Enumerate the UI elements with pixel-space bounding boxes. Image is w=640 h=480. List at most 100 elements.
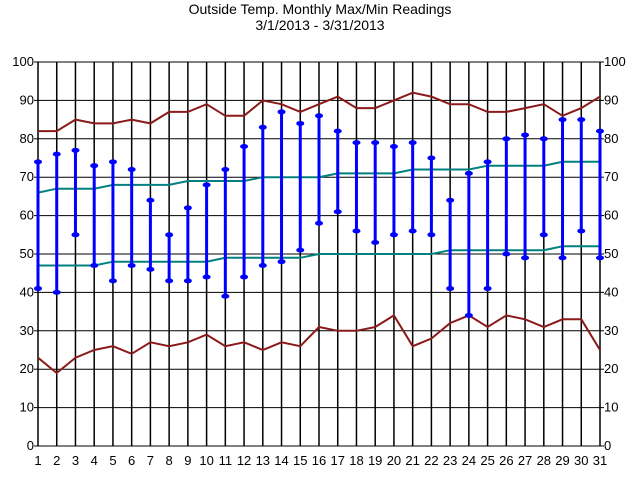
daily-min-point bbox=[558, 255, 567, 261]
x-tick-label: 2 bbox=[53, 453, 60, 468]
daily-max-point bbox=[408, 140, 417, 146]
y-tick-label-left: 10 bbox=[20, 400, 34, 415]
x-tick-label: 12 bbox=[237, 453, 251, 468]
daily-min-point bbox=[240, 274, 249, 280]
x-tick-label: 28 bbox=[537, 453, 551, 468]
daily-max-point bbox=[427, 155, 436, 161]
daily-max-point bbox=[221, 167, 230, 173]
daily-min-point bbox=[521, 255, 530, 261]
daily-max-point bbox=[389, 143, 398, 149]
x-tick-label: 10 bbox=[199, 453, 213, 468]
daily-max-point bbox=[577, 117, 586, 123]
y-tick-label-left: 30 bbox=[20, 323, 34, 338]
daily-min-point bbox=[427, 232, 436, 238]
daily-max-point bbox=[446, 197, 455, 203]
daily-max-point bbox=[315, 113, 323, 119]
daily-max-point bbox=[127, 167, 136, 173]
x-tick-label: 17 bbox=[330, 453, 344, 468]
daily-min-point bbox=[183, 278, 192, 284]
x-tick-label: 18 bbox=[349, 453, 363, 468]
x-tick-label: 22 bbox=[424, 453, 438, 468]
x-tick-label: 1 bbox=[34, 453, 41, 468]
y-tick-label-left: 20 bbox=[20, 361, 34, 376]
daily-min-point bbox=[34, 286, 42, 292]
daily-min-point bbox=[296, 247, 305, 253]
daily-max-point bbox=[333, 128, 342, 134]
daily-max-point bbox=[352, 140, 361, 146]
daily-min-point bbox=[389, 232, 398, 238]
daily-max-point bbox=[483, 159, 492, 165]
daily-max-point bbox=[34, 159, 42, 165]
daily-min-point bbox=[258, 263, 267, 269]
x-tick-label: 4 bbox=[91, 453, 98, 468]
daily-max-point bbox=[296, 120, 305, 126]
daily-min-point bbox=[596, 255, 604, 261]
daily-max-point bbox=[464, 170, 473, 176]
daily-min-point bbox=[333, 209, 342, 215]
y-tick-label-left: 50 bbox=[20, 246, 34, 261]
daily-min-point bbox=[146, 266, 155, 272]
daily-max-point bbox=[146, 197, 155, 203]
daily-min-point bbox=[90, 263, 99, 269]
daily-min-point bbox=[352, 228, 361, 234]
x-tick-label: 11 bbox=[219, 453, 233, 468]
x-tick-label: 19 bbox=[368, 453, 382, 468]
y-tick-label-left: 100 bbox=[12, 54, 34, 69]
daily-min-point bbox=[539, 232, 548, 238]
x-tick-label: 30 bbox=[574, 453, 588, 468]
daily-max-point bbox=[521, 132, 530, 138]
daily-max-point bbox=[52, 151, 61, 157]
daily-max-point bbox=[596, 128, 604, 134]
y-tick-label-right: 10 bbox=[604, 400, 618, 415]
x-tick-label: 8 bbox=[166, 453, 173, 468]
y-tick-label-left: 0 bbox=[27, 438, 34, 453]
daily-max-point bbox=[165, 232, 174, 238]
y-tick-label-right: 100 bbox=[604, 54, 626, 69]
x-tick-label: 31 bbox=[593, 453, 607, 468]
daily-max-point bbox=[108, 159, 117, 165]
x-tick-label: 23 bbox=[443, 453, 457, 468]
y-tick-label-right: 80 bbox=[604, 131, 618, 146]
daily-max-point bbox=[371, 140, 380, 146]
daily-min-point bbox=[446, 286, 455, 292]
daily-min-point bbox=[165, 278, 174, 284]
daily-min-point bbox=[52, 289, 61, 295]
daily-min-point bbox=[315, 220, 323, 226]
x-tick-label: 15 bbox=[293, 453, 307, 468]
daily-max-point bbox=[71, 147, 80, 153]
daily-max-point bbox=[183, 205, 192, 211]
x-tick-label: 27 bbox=[518, 453, 532, 468]
daily-min-point bbox=[71, 232, 80, 238]
daily-min-point bbox=[108, 278, 117, 284]
daily-min-point bbox=[127, 263, 136, 269]
y-tick-label-left: 80 bbox=[20, 131, 34, 146]
daily-max-point bbox=[90, 163, 99, 169]
daily-min-point bbox=[483, 286, 492, 292]
x-tick-label: 9 bbox=[184, 453, 191, 468]
y-tick-label-right: 30 bbox=[604, 323, 618, 338]
daily-min-point bbox=[408, 228, 417, 234]
y-tick-label-right: 60 bbox=[604, 208, 618, 223]
x-tick-label: 20 bbox=[387, 453, 401, 468]
y-tick-label-right: 70 bbox=[604, 169, 618, 184]
y-tick-label-left: 60 bbox=[20, 208, 34, 223]
chart-title: Outside Temp. Monthly Max/Min Readings bbox=[188, 1, 452, 17]
daily-max-point bbox=[202, 182, 211, 188]
x-tick-label: 29 bbox=[555, 453, 569, 468]
y-tick-label-left: 40 bbox=[20, 284, 34, 299]
series-line-record-high bbox=[38, 91, 601, 133]
x-tick-label: 13 bbox=[256, 453, 270, 468]
x-tick-label: 25 bbox=[480, 453, 494, 468]
daily-min-point bbox=[221, 293, 230, 299]
y-tick-label-right: 90 bbox=[604, 92, 618, 107]
daily-min-point bbox=[502, 251, 511, 257]
daily-min-point bbox=[202, 274, 211, 280]
daily-max-point bbox=[558, 117, 567, 123]
x-tick-label: 3 bbox=[72, 453, 79, 468]
daily-max-point bbox=[502, 136, 511, 142]
y-tick-label-right: 20 bbox=[604, 361, 618, 376]
series-line-record-low bbox=[37, 314, 601, 375]
x-tick-label: 24 bbox=[462, 453, 476, 468]
y-tick-label-right: 0 bbox=[604, 438, 611, 453]
daily-max-point bbox=[258, 124, 267, 130]
